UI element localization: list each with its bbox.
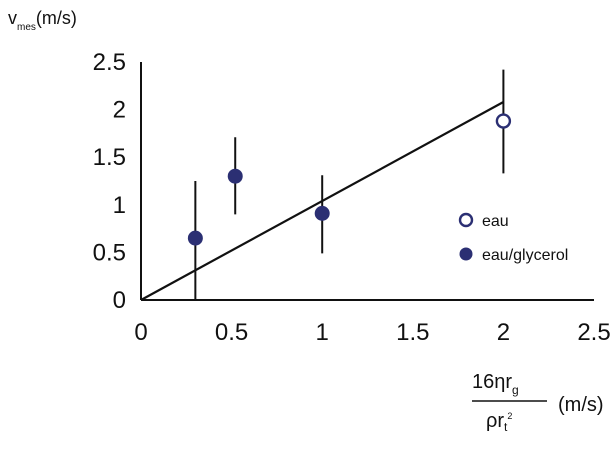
data-point-eau-glycerol xyxy=(187,230,203,246)
x-axis-label-unit: (m/s) xyxy=(558,394,604,416)
x-tick-label: 2 xyxy=(497,319,510,346)
y-axis-label: vmes(m/s) xyxy=(8,8,77,33)
x-tick-label: 2.5 xyxy=(577,319,610,346)
y-tick-label: 0 xyxy=(113,287,126,314)
data-point-eau-glycerol xyxy=(314,205,330,221)
x-axis-label-numerator-text: 16ηr xyxy=(472,371,512,393)
y-tick-label: 2 xyxy=(113,97,126,124)
x-axis-label-denominator-text: ρr xyxy=(486,410,504,432)
y-tick-label: 1 xyxy=(113,192,126,219)
x-tick-label: 1.5 xyxy=(396,319,429,346)
y-axis-label-unit: (m/s) xyxy=(36,8,77,28)
x-axis-label-numerator-subscript: g xyxy=(512,383,519,397)
legend-marker-eau-glycerol xyxy=(459,247,473,261)
x-axis-label-numerator: 16ηrg xyxy=(472,371,519,397)
legend-label-eau: eau xyxy=(482,213,509,230)
legend-marker-eau xyxy=(458,212,474,228)
legend-label-eau-glycerol: eau/glycerol xyxy=(482,247,568,264)
x-axis-label-denominator-superscript: 2 xyxy=(507,411,512,421)
data-point-eau xyxy=(495,113,512,129)
y-tick-label: 0.5 xyxy=(93,239,126,266)
error-bars xyxy=(194,69,505,300)
axes xyxy=(140,62,594,301)
x-tick-label: 0.5 xyxy=(215,319,248,346)
x-axis-label-denominator: ρrt2 xyxy=(486,410,512,434)
y-axis-label-base: v xyxy=(8,8,17,28)
x-axis-label-denominator-subscript: t xyxy=(504,420,508,434)
x-tick-label: 1 xyxy=(316,319,329,346)
data-points xyxy=(187,113,512,246)
y-tick-label: 2.5 xyxy=(93,49,126,76)
y-tick-label: 1.5 xyxy=(93,144,126,171)
x-tick-label: 0 xyxy=(134,319,147,346)
x-axis-label: 16ηrg ρrt2 (m/s) xyxy=(472,371,604,434)
tick-labels: 0 0.5 1 1.5 2 2.5 0 0.5 1 1.5 2 2.5 xyxy=(93,49,611,346)
y-axis-label-subscript: mes xyxy=(17,22,36,33)
data-point-eau-glycerol xyxy=(227,168,243,184)
legend: eau eau/glycerol xyxy=(458,212,568,264)
